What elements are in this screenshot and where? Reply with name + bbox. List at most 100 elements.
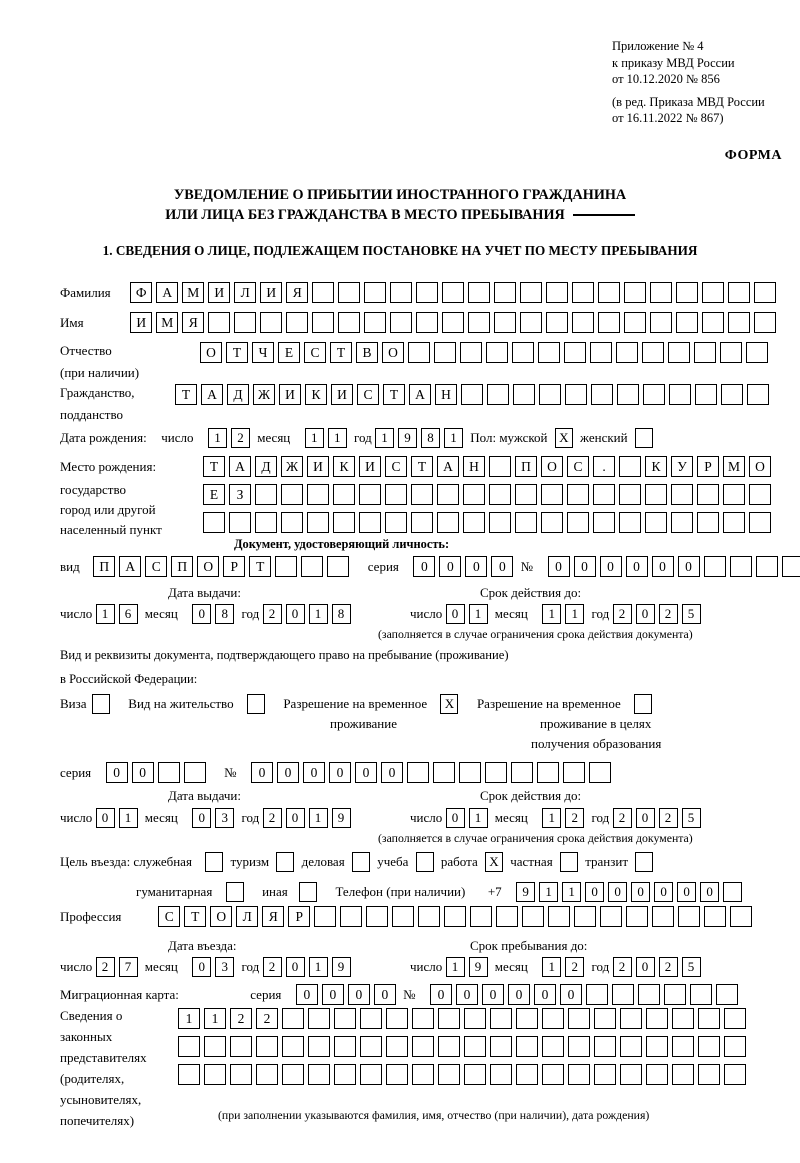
form-cell[interactable]: 2 — [95, 957, 115, 977]
representatives-line3-input[interactable] — [178, 1064, 750, 1085]
form-cell[interactable] — [729, 556, 752, 577]
form-cell[interactable]: 8 — [215, 604, 235, 624]
form-cell[interactable] — [512, 342, 534, 363]
form-cell[interactable] — [489, 484, 511, 505]
form-cell[interactable] — [334, 1064, 356, 1085]
form-cell[interactable] — [312, 282, 335, 303]
form-cell[interactable]: 1 — [542, 957, 562, 977]
purpose-private-checkbox[interactable] — [559, 852, 578, 872]
form-cell[interactable] — [568, 1064, 590, 1085]
form-cell[interactable] — [698, 1008, 720, 1029]
form-cell[interactable] — [438, 1036, 460, 1057]
form-cell[interactable]: 1 — [565, 604, 585, 624]
form-cell[interactable] — [442, 312, 465, 333]
form-cell[interactable] — [275, 556, 298, 577]
form-cell[interactable]: 0 — [508, 984, 531, 1005]
form-cell[interactable] — [312, 312, 335, 333]
form-cell[interactable] — [230, 1064, 252, 1085]
form-cell[interactable] — [546, 312, 569, 333]
form-cell[interactable] — [360, 1064, 382, 1085]
form-cell[interactable]: Т — [226, 342, 248, 363]
form-cell[interactable]: 5 — [681, 808, 701, 828]
form-cell[interactable] — [716, 984, 739, 1005]
form-cell[interactable]: О — [210, 906, 233, 927]
form-cell[interactable] — [470, 906, 493, 927]
form-cell[interactable] — [314, 906, 337, 927]
form-cell[interactable]: 2 — [230, 1008, 252, 1029]
form-cell[interactable]: Н — [463, 456, 485, 477]
form-cell[interactable] — [386, 1008, 408, 1029]
form-cell[interactable] — [568, 1036, 590, 1057]
form-cell[interactable] — [490, 1008, 512, 1029]
form-cell[interactable] — [229, 512, 251, 533]
form-cell[interactable]: 1 — [445, 957, 465, 977]
form-cell[interactable] — [643, 384, 665, 405]
sex-male-checkbox[interactable]: X — [554, 428, 573, 448]
form-cell[interactable]: 0 — [599, 556, 622, 577]
form-cell[interactable] — [646, 1036, 668, 1057]
form-cell[interactable] — [327, 556, 350, 577]
form-cell[interactable] — [286, 312, 309, 333]
form-cell[interactable]: 0 — [700, 882, 720, 902]
form-cell[interactable]: 0 — [651, 556, 674, 577]
form-cell[interactable] — [340, 906, 363, 927]
form-cell[interactable]: 0 — [303, 762, 326, 783]
form-cell[interactable]: Н — [435, 384, 457, 405]
form-cell[interactable]: 0 — [355, 762, 378, 783]
form-cell[interactable]: 0 — [445, 604, 465, 624]
form-cell[interactable]: 9 — [398, 428, 418, 448]
form-cell[interactable]: 0 — [456, 984, 479, 1005]
form-cell[interactable]: 1 — [308, 808, 328, 828]
form-cell[interactable] — [157, 762, 180, 783]
form-cell[interactable] — [463, 512, 485, 533]
form-cell[interactable]: О — [197, 556, 220, 577]
form-cell[interactable] — [515, 512, 537, 533]
form-cell[interactable] — [669, 384, 691, 405]
form-cell[interactable]: 8 — [331, 604, 351, 624]
form-cell[interactable] — [468, 282, 491, 303]
form-cell[interactable] — [698, 1036, 720, 1057]
form-cell[interactable] — [513, 384, 535, 405]
form-cell[interactable]: 7 — [118, 957, 138, 977]
form-cell[interactable] — [444, 906, 467, 927]
form-cell[interactable]: У — [671, 456, 693, 477]
form-cell[interactable] — [721, 384, 743, 405]
form-cell[interactable]: 1 — [308, 957, 328, 977]
form-cell[interactable]: А — [119, 556, 142, 577]
form-cell[interactable]: О — [749, 456, 771, 477]
form-cell[interactable] — [307, 512, 329, 533]
visa-checkbox[interactable] — [91, 694, 110, 714]
form-cell[interactable] — [676, 282, 699, 303]
form-cell[interactable]: 0 — [631, 882, 651, 902]
form-cell[interactable]: П — [515, 456, 537, 477]
form-cell[interactable]: Т — [203, 456, 225, 477]
form-cell[interactable]: 0 — [192, 957, 212, 977]
form-cell[interactable] — [624, 282, 647, 303]
form-cell[interactable] — [412, 1036, 434, 1057]
form-cell[interactable] — [360, 1008, 382, 1029]
form-cell[interactable] — [646, 1008, 668, 1029]
form-cell[interactable]: 0 — [585, 882, 605, 902]
form-cell[interactable]: 0 — [534, 984, 557, 1005]
form-cell[interactable] — [338, 282, 361, 303]
form-cell[interactable]: 2 — [262, 604, 282, 624]
form-cell[interactable] — [620, 1064, 642, 1085]
form-cell[interactable] — [724, 1036, 746, 1057]
form-cell[interactable] — [520, 282, 543, 303]
form-cell[interactable] — [178, 1064, 200, 1085]
purpose-transit-checkbox[interactable] — [635, 852, 654, 872]
form-cell[interactable] — [416, 312, 439, 333]
form-cell[interactable] — [385, 512, 407, 533]
form-cell[interactable]: 1 — [327, 428, 347, 448]
form-cell[interactable] — [600, 906, 623, 927]
form-cell[interactable]: 0 — [277, 762, 300, 783]
form-cell[interactable] — [612, 984, 635, 1005]
form-cell[interactable] — [204, 1064, 226, 1085]
form-cell[interactable] — [334, 1008, 356, 1029]
temp-residence-checkbox[interactable]: X — [440, 694, 459, 714]
